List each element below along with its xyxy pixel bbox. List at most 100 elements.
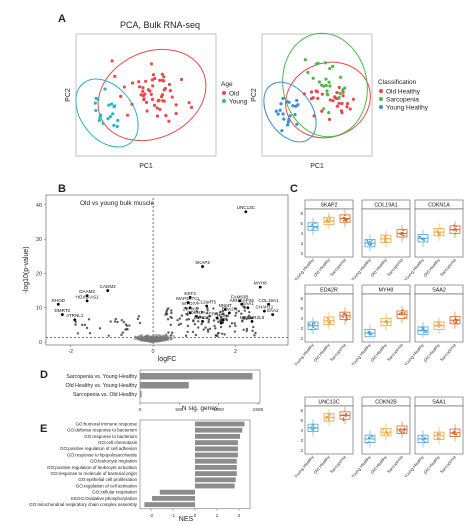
- legend-young-label: Young: [229, 99, 248, 106]
- volcano-labeled-point: [240, 302, 244, 306]
- volcano-gene-label: MAP3K7CL: [176, 296, 200, 301]
- volcano-gene-label: CDKN1A: [187, 310, 207, 315]
- pca-oldhealthy-ellipse: [285, 61, 371, 139]
- volcano-sig-point: [109, 320, 112, 323]
- boxplot-point: [419, 235, 422, 238]
- pca-oldhealthy-point: [328, 98, 332, 102]
- nes-bar: [195, 477, 236, 483]
- pca-young-point: [116, 118, 120, 123]
- pca-old-point: [160, 93, 165, 97]
- pca-younghealthy-point: [295, 98, 299, 103]
- pca-oldhealthy-point: [327, 117, 332, 121]
- boxplot-point: [436, 432, 439, 435]
- volcano-sig-point: [187, 317, 191, 321]
- volcano-sig-point: [121, 331, 125, 334]
- nes-category-label: GO:regulation of cell activation: [76, 483, 138, 488]
- boxplot-gene-title: MYH8: [379, 288, 394, 294]
- pca-old-point: [152, 103, 157, 107]
- pca-old-point: [160, 78, 165, 82]
- volcano-labeled-point: [221, 318, 225, 322]
- boxplot-ytick-label: 2: [300, 336, 303, 341]
- pca-old-point: [130, 102, 134, 106]
- pca-class-points: [274, 58, 356, 133]
- volcano-sig-point: [195, 310, 199, 313]
- nes-bar-chart: GO:humoral immune response GO:defense res…: [29, 419, 251, 519]
- pca-old-point: [137, 85, 142, 89]
- boxplot-point: [327, 318, 330, 320]
- pca-oldhealthy-point: [345, 102, 350, 106]
- pca-young-point: [93, 101, 97, 105]
- pca-younghealthy-point: [293, 113, 297, 117]
- pca-old-point: [160, 72, 164, 76]
- pca-young-point: [112, 104, 116, 109]
- volcano-point: [158, 339, 161, 343]
- volcano-sig-point: [137, 315, 141, 318]
- volcano-xtick-label: 0: [152, 349, 155, 355]
- boxplot-point: [341, 414, 344, 417]
- legend-sarcopenia-marker: [379, 97, 383, 101]
- volcano-point: [155, 337, 158, 340]
- volcano-sig-point: [124, 323, 128, 326]
- boxplot-point: [436, 229, 439, 232]
- volcano-sig-point: [186, 324, 190, 328]
- boxplot-point: [329, 413, 332, 416]
- sig-genes-bar: [140, 382, 189, 389]
- volcano-sig-point: [234, 311, 238, 315]
- sig-genes-bar: [140, 373, 253, 380]
- sig-genes-category-label: Sarcopenia vs. Old Healthy: [73, 392, 138, 398]
- boxplot-point: [313, 427, 315, 430]
- volcano-sig-point: [212, 307, 215, 310]
- volcano-gene-label: CADM2: [100, 284, 117, 289]
- volcano-sig-point: [167, 307, 170, 310]
- nes-bar: [144, 502, 195, 507]
- volcano-point: [146, 334, 149, 337]
- volcano-sig-point: [245, 329, 249, 333]
- boxplot-point: [368, 240, 371, 243]
- boxplot-ytick-label: 4: [300, 231, 303, 236]
- pca-oldhealthy-point: [335, 104, 339, 108]
- pca-old-point: [141, 86, 145, 90]
- pca-younghealthy-point: [274, 109, 278, 113]
- volcano-point: [169, 337, 172, 340]
- pca-oldhealthy-point: [331, 99, 335, 103]
- boxplot-point: [345, 316, 348, 319]
- volcano-sig-point: [245, 317, 248, 320]
- pca-old-point: [174, 111, 178, 116]
- boxplot-point: [367, 243, 370, 246]
- volcano-sig-point: [207, 321, 210, 324]
- boxplot-point: [403, 316, 406, 319]
- pca-young-point: [101, 121, 105, 125]
- pca-old-point: [168, 89, 172, 93]
- boxplot-ytick-label: 5: [300, 221, 303, 226]
- volcano-gene-label: MYO7A: [182, 301, 199, 306]
- boxplot-point: [398, 312, 401, 315]
- boxplot-point: [385, 429, 388, 432]
- boxplot-point: [423, 440, 426, 443]
- boxplot-point: [344, 214, 346, 217]
- boxplot-point: [343, 219, 346, 221]
- volcano-sig-point: [138, 321, 142, 325]
- pca-young-point: [103, 87, 107, 91]
- volcano-gene-label: HOXB-AS1: [75, 294, 99, 299]
- boxplot-ytick-label: 6: [300, 408, 303, 413]
- pca-old-point: [141, 89, 145, 93]
- panel-b-letter: B: [58, 183, 66, 195]
- volcano-sig-point: [221, 310, 225, 313]
- volcano-ytick-label: 40: [36, 203, 42, 209]
- volcano-point: [152, 334, 155, 337]
- boxplot-point: [436, 436, 439, 439]
- volcano-sig-point: [98, 327, 102, 330]
- volcano-sig-point: [185, 307, 188, 310]
- volcano-sig-point: [191, 330, 195, 334]
- volcano-sig-point: [219, 310, 222, 314]
- nes-category-label: KEGG:Oxidative phosphorylation: [71, 496, 138, 501]
- boxplot-point: [312, 425, 315, 427]
- boxplot-point: [311, 322, 314, 325]
- nes-xtick-label: -2: [149, 513, 154, 519]
- volcano-sig-point: [247, 317, 251, 320]
- pca-old-point: [150, 78, 154, 82]
- pca-oldhealthy-point: [309, 90, 314, 94]
- boxplot-point: [438, 323, 441, 326]
- volcano-sig-point: [165, 312, 168, 315]
- boxplot-point: [403, 431, 405, 434]
